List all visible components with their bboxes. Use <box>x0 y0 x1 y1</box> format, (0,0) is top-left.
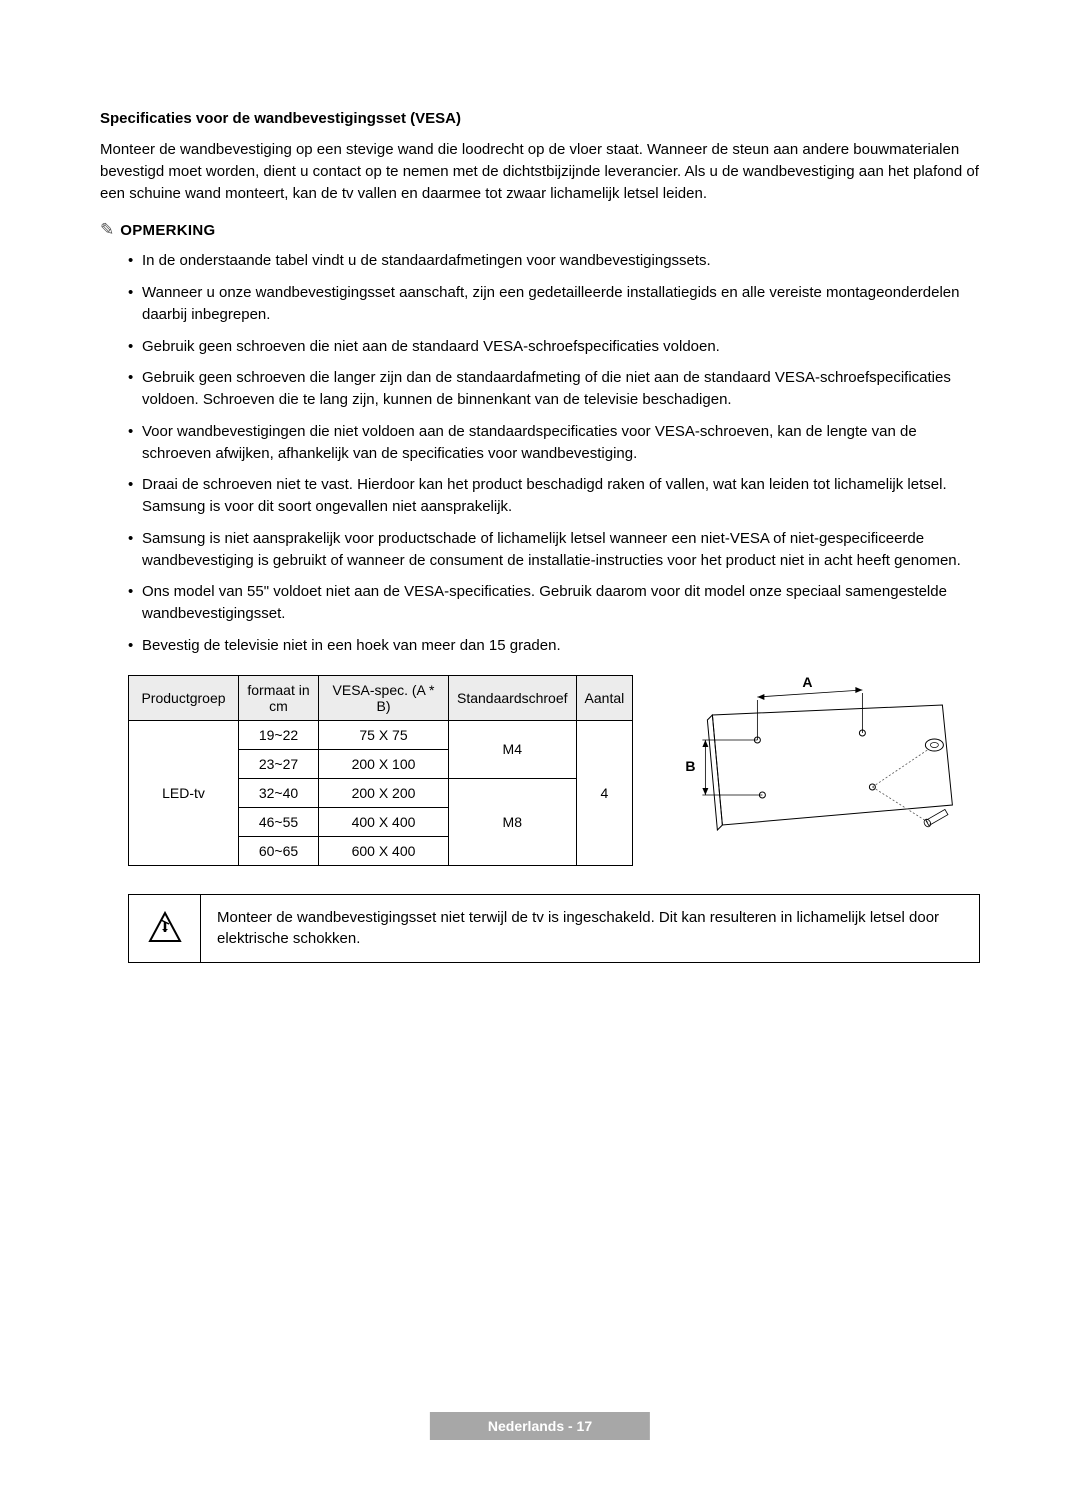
cell-vesa: 400 X 400 <box>319 807 449 836</box>
warning-text: Monteer de wandbevestigingsset niet terw… <box>201 895 979 963</box>
cell-vesa: 200 X 100 <box>319 749 449 778</box>
list-item: Samsung is niet aansprakelijk voor produ… <box>128 528 980 572</box>
list-item: Ons model van 55" voldoet niet aan de VE… <box>128 581 980 625</box>
cell-qty: 4 <box>576 720 633 865</box>
list-item: Bevestig de televisie niet in een hoek v… <box>128 635 980 657</box>
note-list: In de onderstaande tabel vindt u de stan… <box>100 250 980 656</box>
cell-screw: M4 <box>449 720 577 778</box>
warning-icon-cell <box>129 895 201 963</box>
diagram-label-a: A <box>803 675 813 690</box>
cell-product: LED-tv <box>129 720 239 865</box>
table-row: LED-tv 19~22 75 X 75 M4 4 <box>129 720 633 749</box>
vesa-spec-table: Productgroep formaat in cm VESA-spec. (A… <box>128 675 633 866</box>
warning-icon <box>147 910 183 946</box>
cell-vesa: 75 X 75 <box>319 720 449 749</box>
diagram-label-b: B <box>686 758 696 774</box>
warning-box: Monteer de wandbevestigingsset niet terw… <box>128 894 980 964</box>
vesa-diagram: A B <box>645 675 980 855</box>
list-item: In de onderstaande tabel vindt u de stan… <box>128 250 980 272</box>
note-header: ✎ OPMERKING <box>100 220 980 240</box>
list-item: Gebruik geen schroeven die niet aan de s… <box>128 336 980 358</box>
th-vesa: VESA-spec. (A * B) <box>319 675 449 720</box>
cell-size: 32~40 <box>239 778 319 807</box>
note-icon: ✎ <box>100 220 114 240</box>
cell-vesa: 600 X 400 <box>319 836 449 865</box>
section-heading: Specificaties voor de wandbevestigingsse… <box>100 110 980 127</box>
cell-size: 46~55 <box>239 807 319 836</box>
cell-vesa: 200 X 200 <box>319 778 449 807</box>
th-qty: Aantal <box>576 675 633 720</box>
list-item: Wanneer u onze wandbevestigingsset aansc… <box>128 282 980 326</box>
list-item: Draai de schroeven niet te vast. Hierdoo… <box>128 474 980 518</box>
page-footer: Nederlands - 17 <box>430 1412 650 1440</box>
th-size: formaat in cm <box>239 675 319 720</box>
th-product: Productgroep <box>129 675 239 720</box>
th-screw: Standaardschroef <box>449 675 577 720</box>
cell-screw: M8 <box>449 778 577 865</box>
cell-size: 19~22 <box>239 720 319 749</box>
cell-size: 60~65 <box>239 836 319 865</box>
note-label: OPMERKING <box>120 222 215 239</box>
intro-paragraph: Monteer de wandbevestiging op een stevig… <box>100 139 980 204</box>
list-item: Gebruik geen schroeven die langer zijn d… <box>128 367 980 411</box>
cell-size: 23~27 <box>239 749 319 778</box>
list-item: Voor wandbevestigingen die niet voldoen … <box>128 421 980 465</box>
